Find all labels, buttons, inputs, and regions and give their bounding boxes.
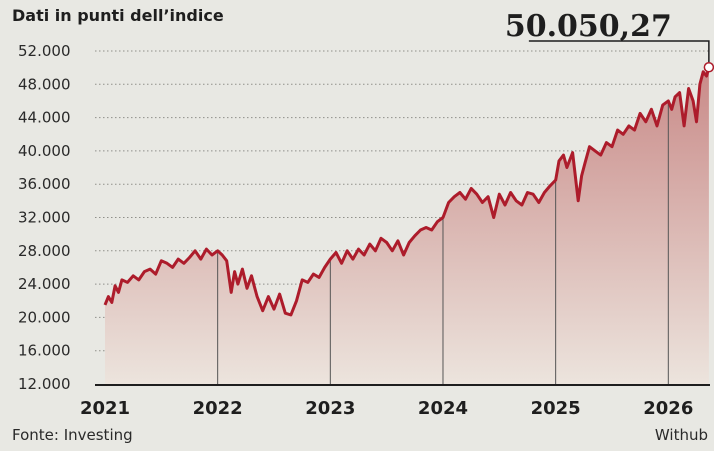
x-axis-ticks: 2021 2022 2023 2024 2025 2026 <box>80 398 693 419</box>
x-tick-label: 2021 <box>80 398 130 419</box>
y-tick-label: 36.000 <box>18 175 71 193</box>
last-value-marker <box>703 61 714 73</box>
y-tick-label: 12.000 <box>18 375 71 393</box>
x-tick-label: 2023 <box>305 398 355 419</box>
x-tick-label: 2025 <box>531 398 581 419</box>
x-tick-label: 2022 <box>193 398 243 419</box>
y-tick-label: 40.000 <box>18 142 71 160</box>
callout-leader <box>528 40 710 63</box>
y-tick-label: 52.000 <box>18 42 71 60</box>
last-value-callout: 50.050,27 <box>505 9 714 73</box>
series-area-fill <box>105 67 709 384</box>
y-tick-label: 16.000 <box>18 342 71 360</box>
x-tick-label: 2024 <box>418 398 468 419</box>
chart-subtitle: Dati in punti dell’indice <box>12 6 224 25</box>
y-tick-label: 20.000 <box>18 308 71 326</box>
y-tick-label: 28.000 <box>18 242 71 260</box>
y-tick-label: 32.000 <box>18 209 71 227</box>
x-tick-label: 2026 <box>643 398 693 419</box>
year-divider-lines <box>217 100 669 384</box>
series-line <box>103 66 711 317</box>
y-axis-ticks: 12.000 16.000 20.000 24.000 28.000 32.000 36.0… <box>18 42 71 393</box>
y-tick-label: 44.000 <box>18 109 71 127</box>
y-tick-label: 48.000 <box>18 75 71 93</box>
y-tick-label: 24.000 <box>18 275 71 293</box>
brand-label: Withub <box>654 426 708 444</box>
source-note: Fonte: Investing <box>12 426 133 444</box>
last-value-label: 50.050,27 <box>505 9 672 44</box>
